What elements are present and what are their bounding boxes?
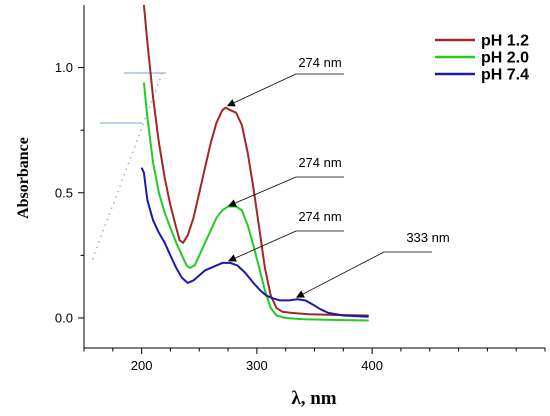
- annotation-label: 274 nm: [298, 55, 341, 70]
- series-line-ph-1-2: [142, 4, 369, 317]
- artifact-dot: [129, 157, 132, 159]
- annotation-label: 333 nm: [406, 230, 449, 245]
- artifact-dot: [161, 73, 163, 75]
- artifact-dot: [134, 146, 136, 148]
- y-tick-label: 0.5: [55, 185, 73, 200]
- artifact-dot: [136, 140, 138, 142]
- artifact-dot: [144, 118, 146, 120]
- x-tick-label: 200: [131, 358, 153, 373]
- artifact-dot: [110, 207, 113, 209]
- annotation-arrow: [226, 73, 297, 107]
- series-line-ph-2-0: [142, 82, 369, 322]
- artifact-dot: [113, 202, 115, 204]
- artifact-dot: [104, 224, 106, 226]
- artifact-dot: [150, 101, 153, 103]
- y-tick-label: 0.0: [55, 310, 73, 325]
- legend-label: pH 1.2: [481, 33, 529, 50]
- artifact-dot: [155, 90, 157, 92]
- artifact-dot: [157, 84, 159, 86]
- artifact-dot: [115, 196, 117, 198]
- x-axis-title: λ, nm: [291, 388, 336, 409]
- annotation-label: 274 nm: [298, 209, 341, 224]
- artifact-dot: [142, 123, 144, 125]
- artifact-dot: [98, 241, 100, 243]
- ticks: 200 300 400 0.0 0.5 1.0: [55, 60, 546, 373]
- artifact-dot: [100, 235, 102, 237]
- artifact-dot: [127, 162, 130, 165]
- annotation-arrow: [227, 230, 297, 262]
- y-tick-label: 1.0: [55, 60, 73, 75]
- artifact-dot: [131, 151, 134, 153]
- artifact-dots: [92, 73, 163, 260]
- x-tick-label: 400: [361, 358, 383, 373]
- artifact-dot: [108, 213, 111, 215]
- artifact-dot: [125, 168, 127, 170]
- y-axis-title: Absorbance: [15, 137, 32, 219]
- series-line-ph-7-4: [140, 167, 369, 318]
- legend: pH 1.2pH 2.0pH 7.4: [435, 33, 529, 84]
- artifact-dot: [123, 174, 125, 176]
- artifact-dot: [94, 252, 96, 254]
- artifact-dot: [138, 134, 140, 137]
- artifact-dot: [159, 78, 161, 81]
- annotation-arrow: [227, 176, 297, 207]
- scan-artifacts: [92, 72, 166, 260]
- x-tick-label: 300: [246, 358, 268, 373]
- artifact-dot: [121, 179, 123, 181]
- artifact-dot: [106, 218, 109, 221]
- annotation-arrow: [296, 251, 385, 298]
- artifact-dot: [102, 230, 104, 232]
- artifact-dot: [117, 190, 119, 193]
- annotation-label: 274 nm: [298, 155, 341, 170]
- artifact-dot: [140, 129, 142, 131]
- artifact-dot: [96, 246, 98, 249]
- artifact-dot: [119, 185, 121, 187]
- legend-label: pH 7.4: [481, 67, 529, 84]
- series-lines: [140, 4, 369, 322]
- artifact-dot: [148, 106, 151, 109]
- annotations: 274 nm 274 nm 274 nm 333 nm: [226, 55, 450, 298]
- artifact-dot: [92, 258, 94, 260]
- legend-label: pH 2.0: [481, 50, 529, 67]
